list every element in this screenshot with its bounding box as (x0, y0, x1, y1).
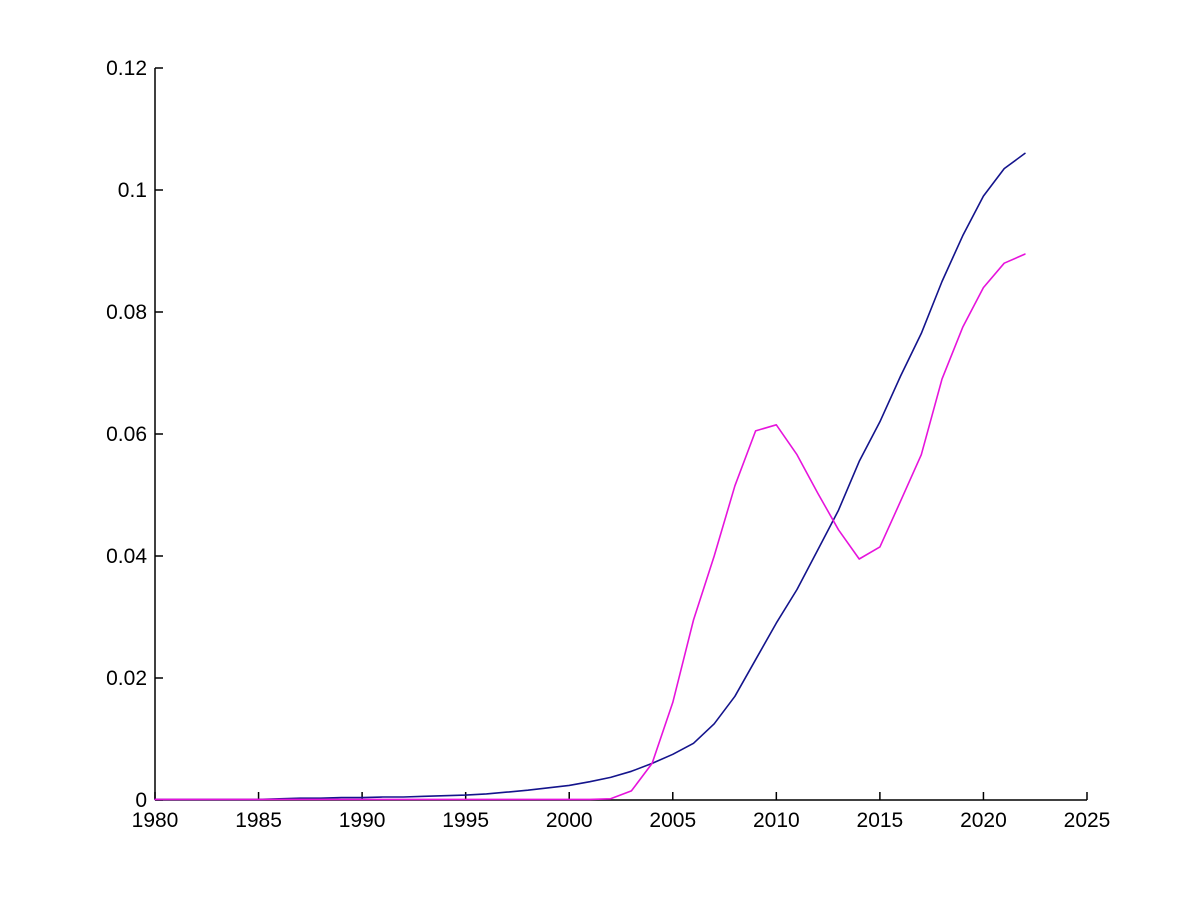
tick-marks (154, 67, 1088, 801)
x-tick-label: 2025 (1064, 809, 1111, 832)
y-tick-label: 0.04 (106, 545, 147, 568)
y-tick-label: 0.12 (106, 57, 147, 80)
x-tick-label: 1995 (442, 809, 489, 832)
x-tick-label: 1985 (235, 809, 282, 832)
tick-labels: 1980 1985 1990 1995 2000 2005 2010 2015 2020 2025… (106, 57, 1110, 832)
series-magenta-line (154, 253, 1026, 801)
x-tick-label: 1990 (339, 809, 386, 832)
axes (154, 68, 1087, 801)
data-series (154, 152, 1026, 801)
x-tick-label: 2015 (857, 809, 904, 832)
y-tick-label: 0.02 (106, 667, 147, 690)
x-tick-label: 2020 (960, 809, 1007, 832)
x-tick-label: 2010 (753, 809, 800, 832)
x-tick-label: 1980 (132, 809, 179, 832)
series-dark-blue-line (154, 152, 1026, 801)
y-tick-label: 0 (135, 789, 147, 812)
y-tick-label: 0.06 (106, 423, 147, 446)
y-tick-label: 0.1 (118, 179, 147, 202)
x-tick-label: 2005 (649, 809, 696, 832)
y-tick-label: 0.08 (106, 301, 147, 324)
x-tick-label: 2000 (546, 809, 593, 832)
